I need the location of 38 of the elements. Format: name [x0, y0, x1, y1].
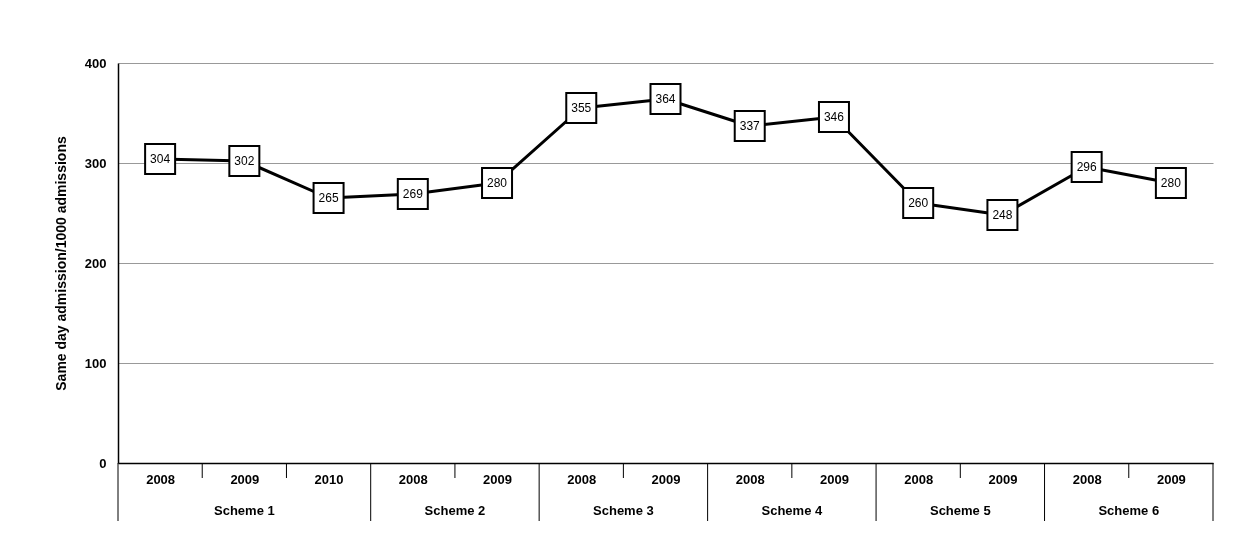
- x-tick-label: 2008: [1072, 471, 1102, 487]
- data-label: 355: [571, 101, 592, 115]
- data-label: 260: [908, 196, 929, 210]
- data-label: 302: [234, 154, 255, 168]
- y-tick-label: 200: [84, 255, 107, 271]
- data-label: 269: [402, 187, 424, 201]
- data-label: 346: [823, 110, 845, 124]
- data-label: 280: [1160, 176, 1182, 190]
- x-tick-label: 2008: [398, 471, 428, 487]
- text: Scheme 3: [593, 503, 654, 518]
- text: Scheme 4: [761, 503, 823, 518]
- x-tick-label: 2009: [820, 471, 849, 487]
- data-label: 364: [655, 92, 676, 106]
- x-tick-label: 2008: [146, 471, 176, 487]
- x-tick-label: 2009: [651, 471, 681, 487]
- data-label: 304: [150, 152, 171, 166]
- x-tick-label: 2009: [1156, 471, 1186, 487]
- text: Scheme 5: [929, 503, 991, 518]
- data-label: 248: [992, 208, 1013, 222]
- y-tick-label: 300: [84, 155, 107, 171]
- x-tick-label: 2008: [567, 471, 597, 487]
- x-tick-label: 2008: [735, 471, 765, 487]
- x-tick-label: 2009: [483, 471, 512, 487]
- y-tick-label: 400: [84, 55, 107, 71]
- text: Scheme 1: [213, 503, 275, 518]
- text: Scheme 6: [1098, 503, 1160, 518]
- data-label: 337: [739, 119, 761, 133]
- x-tick-label: 2008: [904, 471, 934, 487]
- x-tick-label: 2009: [230, 471, 260, 487]
- data-label: 296: [1076, 160, 1097, 174]
- y-tick-label: 0: [99, 455, 107, 471]
- text: Scheme 2: [424, 503, 486, 518]
- data-label: 265: [318, 191, 339, 205]
- y-tick-label: 100: [84, 355, 107, 371]
- x-tick-label: 2009: [988, 471, 1018, 487]
- data-label: 280: [487, 176, 508, 190]
- y-axis-title: Same day admission/1000 admissions: [52, 136, 69, 391]
- x-tick-label: 2010: [314, 471, 344, 487]
